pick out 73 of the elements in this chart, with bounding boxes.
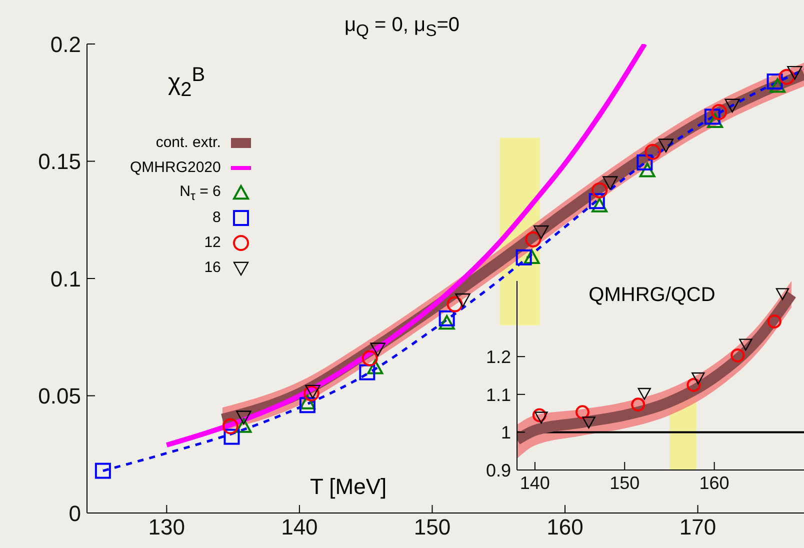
x-tick-label: 150 (610, 472, 640, 493)
chart-title: μ$_{Q}$ = 0, μ$_{S}$=0 (344, 14, 460, 40)
point (446, 296, 463, 312)
point (575, 405, 590, 420)
legend-label: 16 (204, 259, 221, 276)
x-tick-label: 170 (679, 514, 716, 540)
point (592, 198, 608, 212)
point (582, 416, 596, 429)
point (638, 388, 651, 400)
y-tick-label: 0.05 (38, 384, 81, 409)
point (94, 462, 111, 479)
point (730, 348, 745, 362)
point (686, 378, 701, 392)
chart-title: QMHRG/QCD (588, 284, 716, 306)
point (707, 113, 724, 128)
y-tick-label: 0.1 (50, 266, 81, 292)
x-axis-title: T [MeV] (310, 474, 387, 499)
point (778, 68, 795, 85)
point (588, 193, 605, 210)
legend-label: QMHRG2020 (130, 159, 221, 176)
point (299, 397, 316, 414)
point (359, 364, 376, 380)
point (367, 360, 384, 374)
point (532, 408, 546, 422)
point (767, 314, 782, 328)
point (776, 288, 790, 300)
point (724, 98, 740, 113)
point (658, 138, 674, 152)
point (455, 293, 470, 308)
point (739, 338, 752, 351)
legend-label: 12 (204, 234, 221, 251)
y-tick-label: 1.1 (486, 384, 511, 405)
x-tick-label: 160 (699, 472, 730, 493)
y-tick-label: 0.15 (38, 149, 81, 174)
point (787, 66, 802, 80)
point (631, 398, 646, 412)
point (224, 428, 240, 445)
point (534, 412, 548, 424)
point (524, 249, 540, 264)
point (299, 394, 316, 410)
point (711, 104, 728, 120)
x-tick-label: 150 (414, 514, 451, 540)
x-tick-label: 160 (546, 514, 584, 540)
point (362, 350, 378, 366)
point (766, 74, 783, 90)
y-tick-label: 0.9 (486, 460, 511, 480)
point (236, 418, 252, 433)
point (438, 310, 455, 326)
x-tick-label: 130 (148, 514, 186, 540)
point (534, 225, 549, 240)
y-tick-label: 1 (500, 422, 511, 443)
x-tick-label: 140 (520, 472, 550, 493)
legend-label: N$_{τ}$ = 6 (180, 182, 221, 202)
legend-label: 8 (212, 209, 221, 226)
point (636, 154, 653, 170)
y-tick-label: 0 (68, 500, 81, 526)
point (639, 162, 656, 178)
point (516, 249, 532, 266)
point (644, 144, 661, 160)
point (525, 231, 542, 248)
point (592, 182, 608, 198)
y-tick-label: 0.2 (50, 32, 81, 57)
point (236, 410, 252, 424)
y-tick-label: 1.2 (486, 346, 511, 367)
point (222, 418, 238, 434)
point (704, 108, 720, 125)
point (370, 342, 386, 356)
point (769, 78, 786, 93)
point (692, 372, 705, 384)
point (438, 315, 455, 330)
point (602, 176, 618, 190)
legend-label: cont. extr. (156, 134, 221, 151)
x-tick-label: 140 (281, 514, 318, 540)
